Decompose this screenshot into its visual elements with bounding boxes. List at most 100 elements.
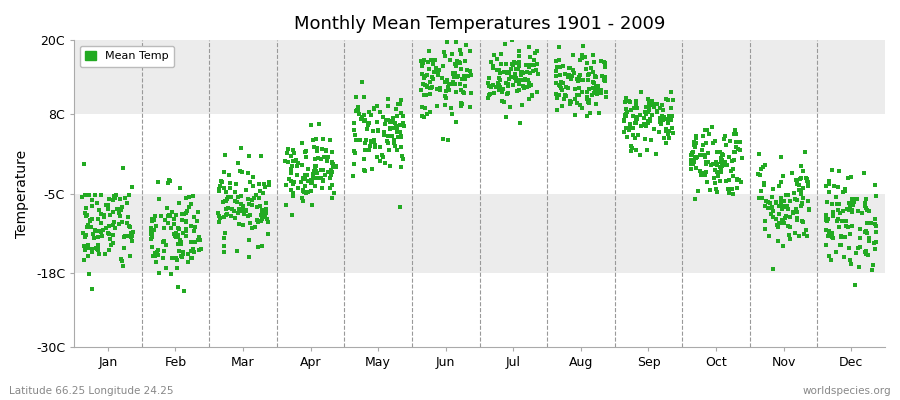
Point <box>184 248 199 254</box>
Point <box>367 137 382 143</box>
Point <box>371 127 385 134</box>
Point <box>357 118 372 124</box>
Point <box>503 74 517 80</box>
Point <box>840 206 854 212</box>
Point <box>417 56 431 63</box>
Point <box>86 231 100 237</box>
Point <box>79 212 94 218</box>
Point <box>281 146 295 152</box>
Point <box>145 218 159 224</box>
Point <box>591 110 606 116</box>
Point <box>89 200 104 206</box>
Point <box>386 124 400 131</box>
Point <box>357 168 372 174</box>
Point <box>620 134 634 140</box>
Point <box>842 230 857 237</box>
Point <box>306 171 320 178</box>
Point <box>858 200 872 206</box>
Point <box>212 213 227 219</box>
Point <box>257 184 272 190</box>
Point <box>706 161 720 168</box>
Point <box>641 120 655 126</box>
Point <box>732 177 746 183</box>
Point <box>637 121 652 128</box>
Point <box>717 133 732 140</box>
Point <box>364 138 378 144</box>
Point <box>841 224 855 230</box>
Point <box>169 234 184 240</box>
Point <box>721 186 735 192</box>
Point <box>355 78 369 85</box>
Point <box>230 248 244 254</box>
Point <box>109 192 123 198</box>
Point <box>773 153 788 160</box>
Point <box>791 181 806 188</box>
Point <box>464 72 479 78</box>
Point <box>759 198 773 204</box>
Point <box>160 205 175 211</box>
Point <box>415 113 429 119</box>
Point <box>361 121 375 128</box>
Point <box>563 64 578 71</box>
Point <box>549 68 563 75</box>
Point <box>395 153 410 160</box>
Point <box>307 144 321 150</box>
Point <box>775 220 789 226</box>
Point <box>116 165 130 171</box>
Point <box>217 214 231 220</box>
Point <box>785 170 799 176</box>
Point <box>389 122 403 129</box>
Point <box>688 196 703 203</box>
Point <box>351 104 365 110</box>
Point <box>230 194 245 200</box>
Point <box>501 82 516 89</box>
Point <box>81 242 95 248</box>
Point <box>512 86 526 93</box>
Point <box>229 181 243 188</box>
Point <box>184 200 198 207</box>
Point <box>420 110 435 117</box>
Point <box>624 143 638 149</box>
Point <box>568 96 582 102</box>
Point <box>149 259 164 266</box>
Point <box>792 233 806 240</box>
Point <box>352 137 366 144</box>
Point <box>826 213 841 220</box>
Point <box>511 53 526 59</box>
Point <box>642 106 656 113</box>
Point <box>99 202 113 208</box>
Point <box>722 177 736 183</box>
Point <box>437 102 452 108</box>
Point <box>386 140 400 146</box>
Point <box>453 59 467 66</box>
Point <box>709 158 724 165</box>
Point <box>144 227 158 233</box>
Point <box>719 162 733 168</box>
Point <box>506 82 520 88</box>
Point <box>212 219 226 225</box>
Point <box>223 180 238 186</box>
Point <box>626 124 640 131</box>
Point <box>663 89 678 95</box>
Point <box>643 116 657 122</box>
Point <box>229 181 243 187</box>
Point <box>858 249 872 255</box>
Point <box>349 107 364 114</box>
Point <box>159 242 174 248</box>
Point <box>753 166 768 172</box>
Point <box>86 235 101 241</box>
Point <box>859 251 873 257</box>
Point <box>348 137 363 143</box>
Point <box>357 112 372 118</box>
Point <box>186 192 201 199</box>
Point <box>419 83 434 90</box>
Point <box>708 179 723 186</box>
Point <box>91 245 105 251</box>
Point <box>523 62 537 68</box>
Point <box>385 133 400 139</box>
Point <box>295 175 310 181</box>
Point <box>324 169 338 175</box>
Point <box>391 101 405 107</box>
Point <box>382 119 397 125</box>
Point <box>94 191 108 198</box>
